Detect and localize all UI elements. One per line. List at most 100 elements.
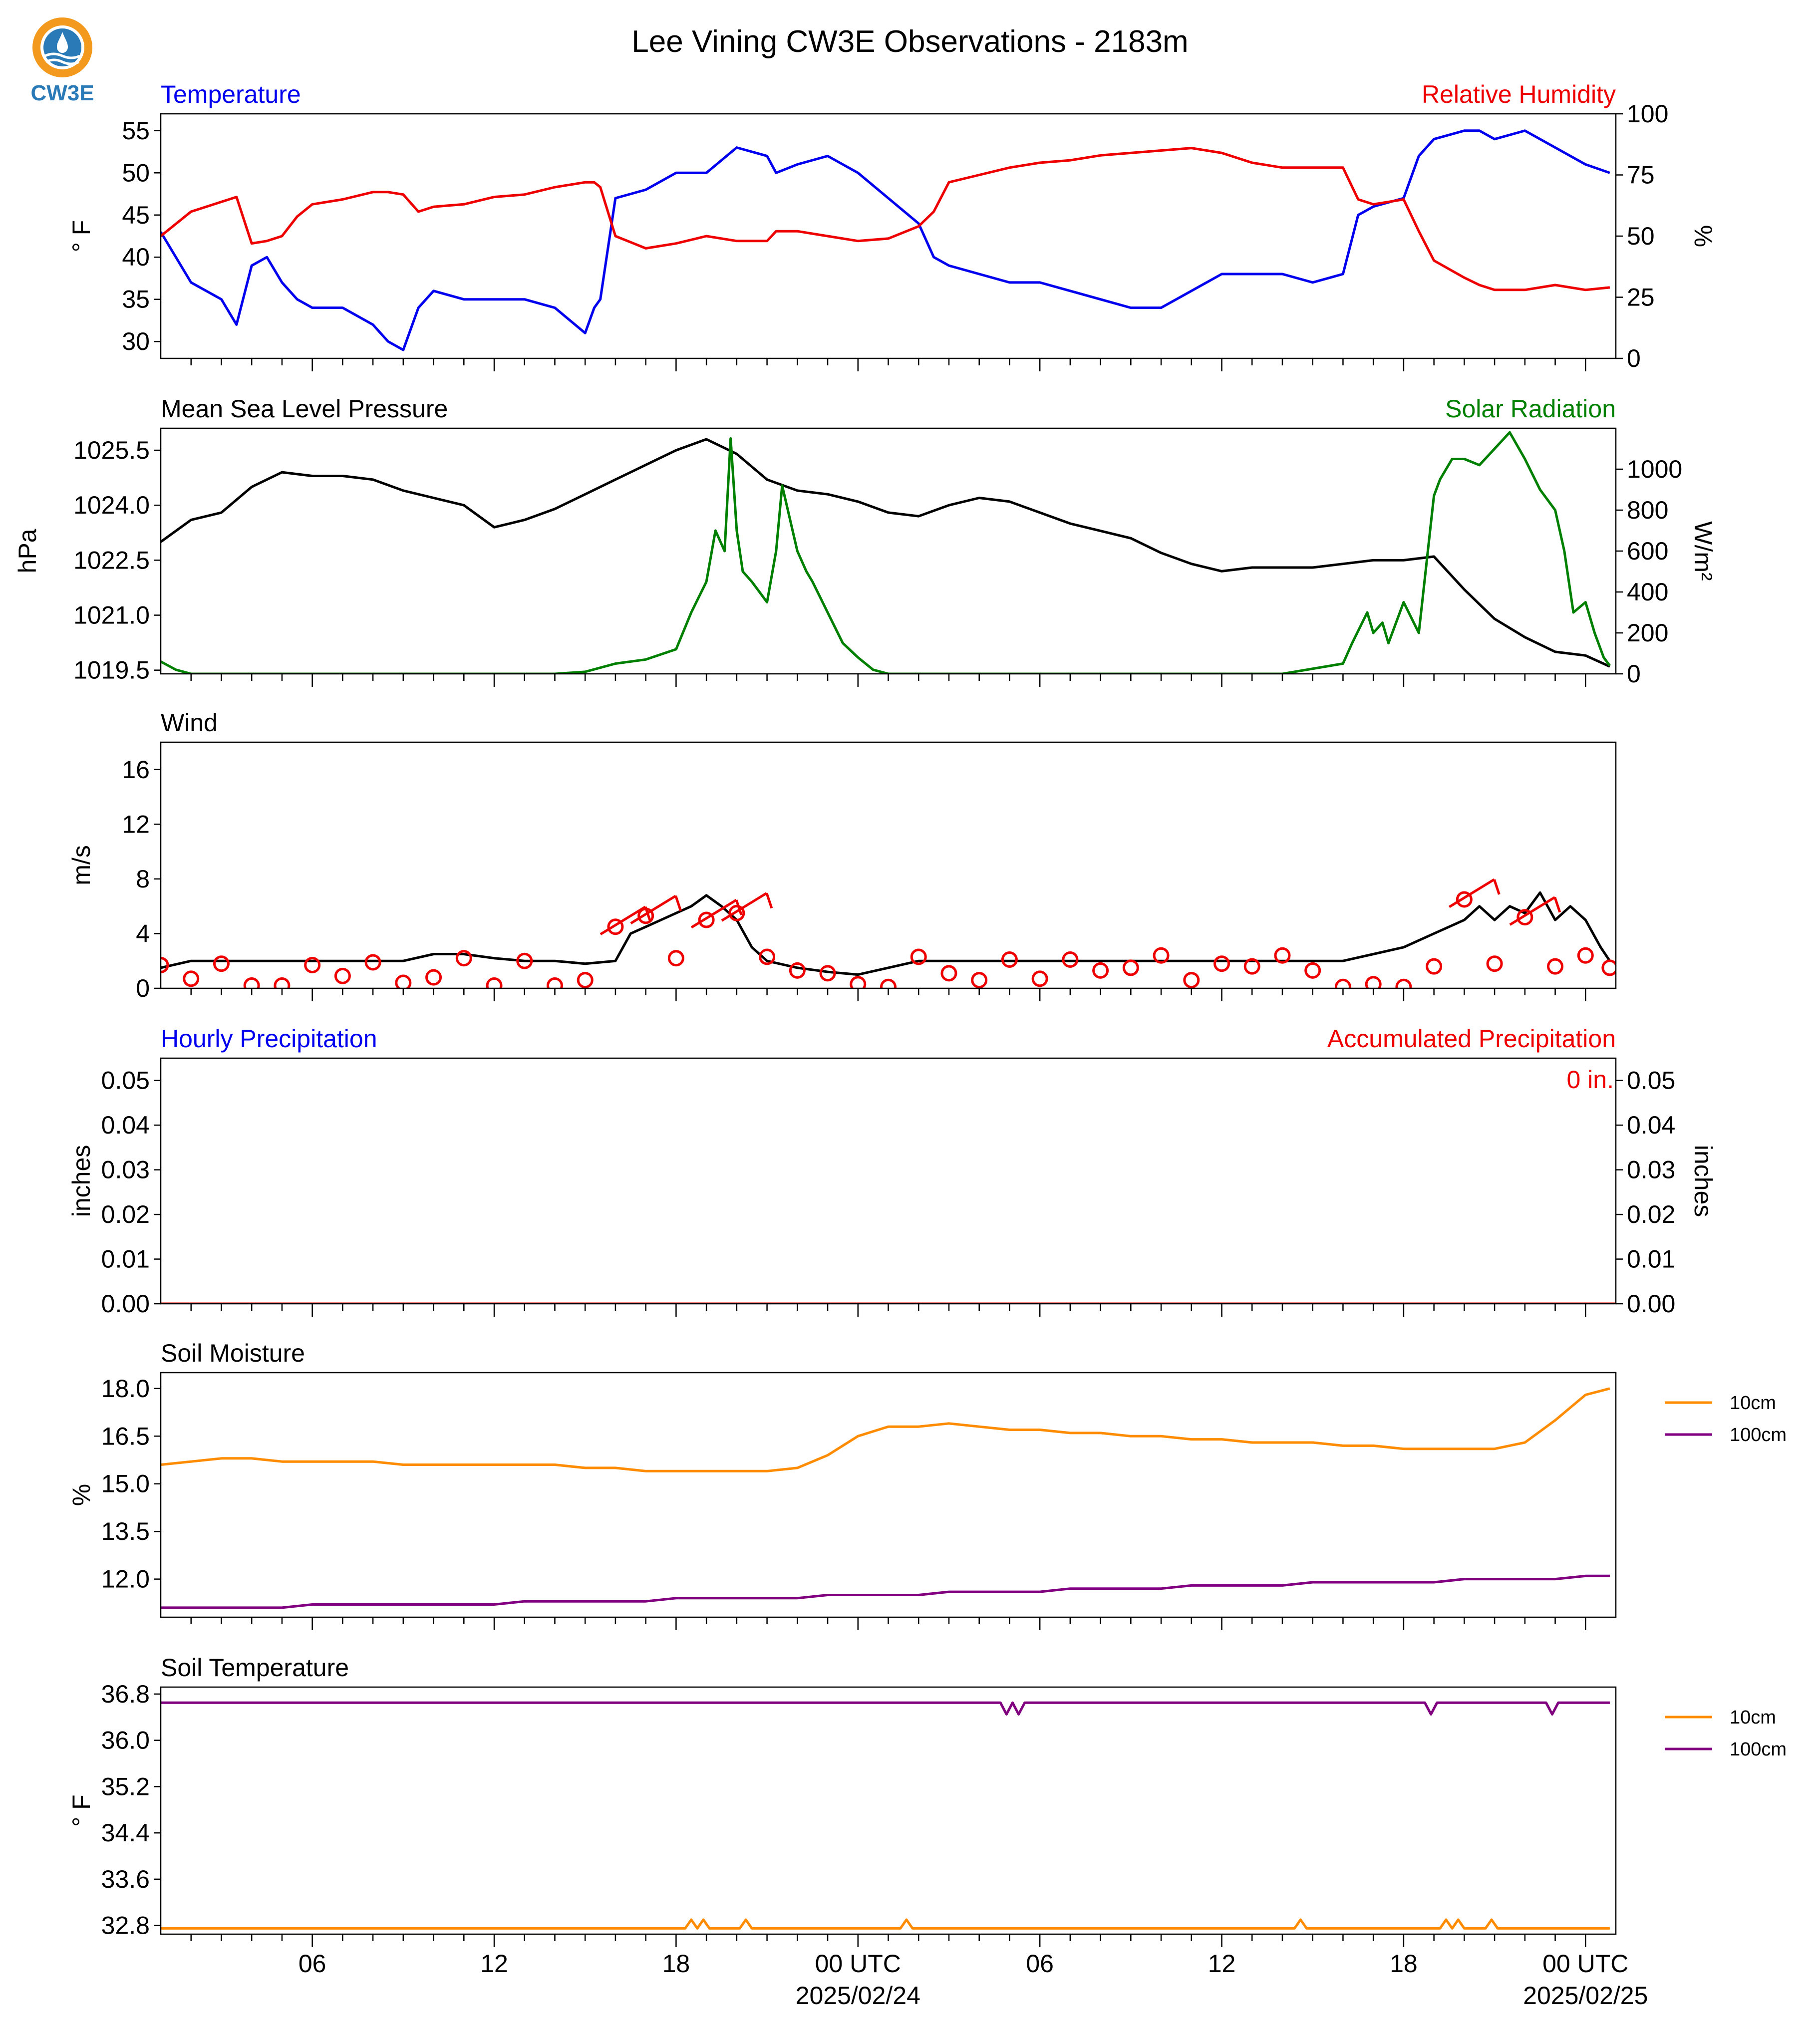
wind-calm-marker	[1395, 978, 1412, 988]
y-axis-label: ° F	[67, 220, 95, 252]
accumulated-total: 0 in.	[1566, 1066, 1614, 1094]
y-tick-label: 16.5	[101, 1422, 150, 1450]
wind-calm-marker	[910, 948, 927, 965]
wind-calm-marker	[789, 962, 806, 979]
series-line-10cm	[161, 1387, 1610, 1472]
y-tick-label: 1024.0	[73, 491, 150, 519]
x-tick-label: 00 UTC	[1542, 1950, 1628, 1978]
wind-calm-marker	[971, 972, 988, 988]
wind-calm-marker	[1213, 955, 1230, 972]
y-axis-label: hPa	[13, 529, 41, 573]
y-tick-label-right: 50	[1627, 222, 1655, 250]
wind-barb	[1509, 896, 1556, 926]
wind-calm-marker	[1304, 962, 1321, 979]
y-tick-label: 36.8	[101, 1680, 150, 1708]
y-tick-label-right: 0.00	[1627, 1290, 1675, 1318]
panel-precip: Hourly Precipitation Accumulated Precipit…	[67, 1025, 1717, 1318]
y-tick-label: 1021.0	[73, 601, 150, 629]
y-tick-label: 1025.5	[73, 436, 150, 464]
wind-calm-marker	[698, 911, 715, 928]
wind-calm-marker	[1183, 972, 1200, 988]
y-tick-label-right: 0.05	[1627, 1067, 1675, 1095]
panel-title-left: Mean Sea Level Pressure	[161, 395, 448, 423]
series-line-relative-humidity	[161, 147, 1610, 291]
y-tick-label: 8	[136, 865, 150, 893]
wind-calm-marker	[1153, 947, 1170, 964]
legend-label: 100cm	[1730, 1739, 1787, 1760]
wind-calm-marker	[516, 952, 533, 969]
panel-frame	[160, 741, 1617, 989]
x-tick-label: 12	[1208, 1950, 1236, 1978]
y-tick-label: 12	[122, 810, 150, 838]
wind-calm-marker	[304, 956, 321, 973]
y-tick-label-right: 0	[1627, 344, 1641, 372]
series-line-temperature	[161, 129, 1610, 351]
wind-calm-marker	[546, 977, 563, 988]
series-group	[161, 878, 1616, 988]
y-tick-label-right: 400	[1627, 578, 1668, 606]
y-axis-label: m/s	[67, 845, 95, 885]
x-tick-label: 12	[480, 1950, 508, 1978]
y-tick-label-right: 800	[1627, 496, 1668, 524]
panel-frame	[160, 427, 1617, 675]
wind-calm-marker	[213, 955, 230, 972]
y-tick-label-right: 100	[1627, 100, 1668, 128]
y-tick-label: 18.0	[101, 1375, 150, 1403]
y-tick-label: 0.01	[101, 1245, 150, 1273]
y-axis-label-right: W/m²	[1689, 521, 1717, 580]
y-tick-label: 15.0	[101, 1470, 150, 1498]
y-tick-label: 0.05	[101, 1067, 150, 1095]
y-tick-label: 16	[122, 756, 150, 784]
series-group	[161, 1387, 1610, 1609]
wind-calm-marker	[243, 977, 260, 988]
y-tick-label: 33.6	[101, 1865, 150, 1893]
panel-temp-rh: Temperature Relative Humidity 30 35 40 45 50 55…	[67, 80, 1717, 372]
series-group	[161, 1701, 1610, 1930]
panel-title-left: Soil Temperature	[161, 1654, 349, 1682]
water-drop-globe-icon	[32, 17, 92, 77]
panel-title-right: Solar Radiation	[1445, 395, 1616, 423]
wind-calm-marker	[667, 950, 684, 967]
panel-frame	[160, 1372, 1617, 1618]
x-date-label: 2025/02/24	[796, 1982, 920, 2010]
wind-calm-marker	[1365, 976, 1382, 988]
panel-wind: Wind 0 4 8 12 16 m/s	[67, 709, 1617, 1002]
y-tick-label-right: 25	[1627, 284, 1655, 311]
wind-calm-marker	[1031, 970, 1048, 987]
y-axis-label-right: inches	[1689, 1145, 1717, 1217]
series-line-wind	[161, 891, 1611, 976]
x-tick-label: 18	[1390, 1950, 1418, 1978]
chart-panels: Temperature Relative Humidity303540455055…	[13, 80, 1787, 2010]
y-tick-label-right: 0.03	[1627, 1156, 1675, 1184]
panel-title-right: Accumulated Precipitation	[1327, 1025, 1616, 1053]
y-tick-label-right: 0	[1627, 660, 1641, 688]
panel-soil-temp: Soil Temperature 32.8 33.6 34.4 35.2 36.0 36.8…	[67, 1654, 1787, 1947]
legend-label: 100cm	[1730, 1425, 1787, 1446]
panel-title-left: Soil Moisture	[161, 1339, 305, 1367]
wind-barb-flag	[735, 899, 743, 915]
y-tick-label: 0.03	[101, 1156, 150, 1184]
x-tick-label: 06	[299, 1950, 326, 1978]
wind-barb-flag	[1493, 879, 1501, 895]
y-axis-label-right: %	[1689, 225, 1717, 247]
wind-calm-marker	[607, 918, 624, 935]
wind-calm-marker	[161, 956, 169, 973]
wind-calm-marker	[1092, 962, 1109, 979]
y-tick-label: 0.00	[101, 1290, 150, 1318]
y-tick-label: 1022.5	[73, 546, 150, 574]
wind-calm-marker	[1517, 909, 1533, 926]
y-tick-label: 35.2	[101, 1772, 150, 1800]
panel-frame	[160, 1686, 1617, 1935]
y-tick-label: 50	[122, 159, 150, 187]
panel-title-left: Hourly Precipitation	[161, 1025, 377, 1053]
wind-calm-marker	[274, 977, 291, 988]
panel-pressure-solar: Mean Sea Level Pressure Solar Radiation 10…	[13, 395, 1717, 688]
wind-calm-marker	[1243, 958, 1260, 975]
wind-calm-marker	[1001, 951, 1018, 968]
panel-title-right: Relative Humidity	[1422, 80, 1616, 108]
wind-calm-marker	[1486, 955, 1503, 972]
wind-calm-marker	[425, 969, 442, 986]
series-line-mean-sea-level-pressure	[161, 438, 1610, 668]
x-date-label: 2025/02/25	[1523, 1982, 1648, 2010]
